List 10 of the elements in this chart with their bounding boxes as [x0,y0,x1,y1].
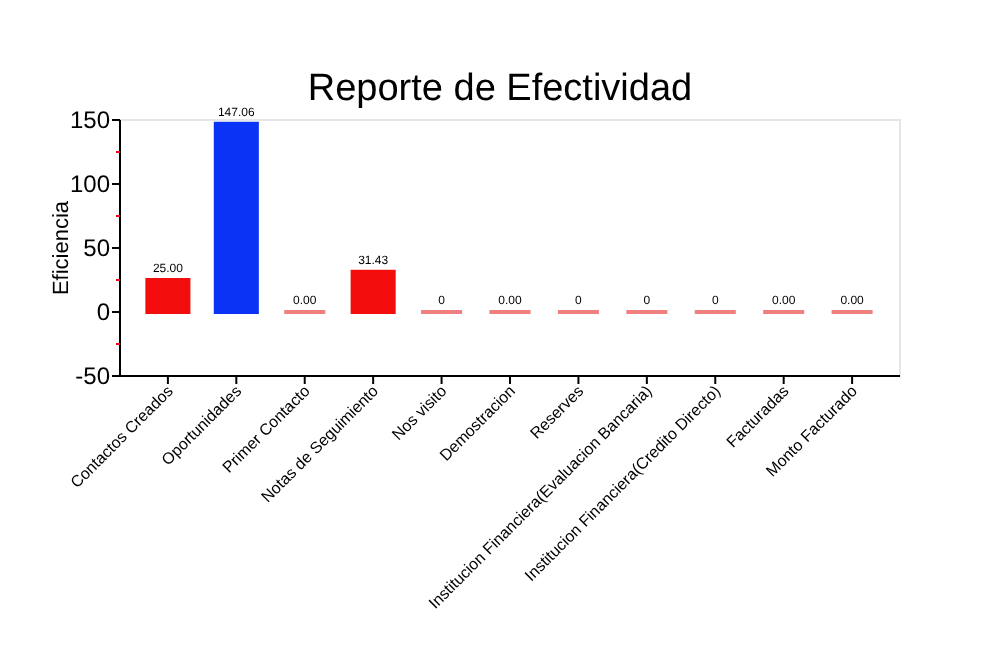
bar [213,121,259,314]
bar [145,278,191,314]
y-tick-label: 100 [69,170,111,199]
y-axis-title: Eficiencia [50,199,74,296]
chart-title: Reporte de Efectividad [307,68,693,110]
y-tick-label: 150 [69,106,111,135]
y-tick-label: 0 [96,298,111,327]
y-tick-label: 50 [83,234,111,263]
bar [350,269,396,314]
y-tick-label: -50 [75,362,111,391]
